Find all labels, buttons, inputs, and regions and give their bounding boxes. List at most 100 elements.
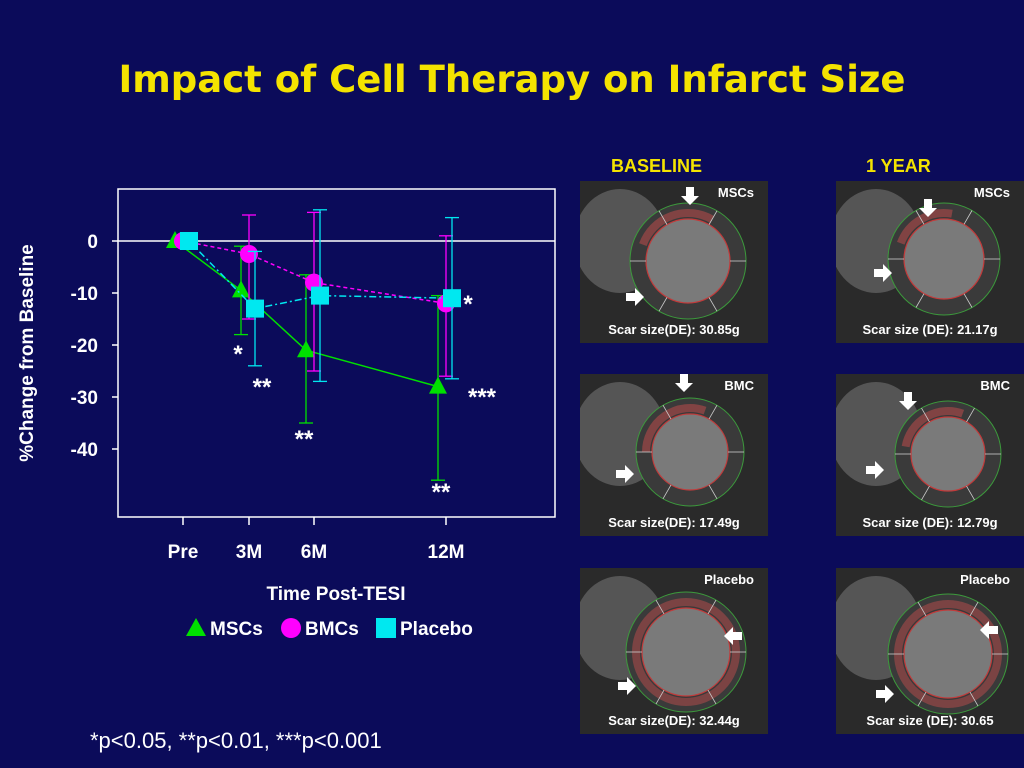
sector-line [969, 691, 979, 707]
arrow-down-icon [675, 374, 693, 392]
arrow-right-icon [616, 465, 634, 483]
mri-panel-msc-baseline: MSCs Scar size(DE): 30.85g [580, 181, 768, 343]
data-point-triangle [429, 376, 447, 394]
arrow-right-icon [874, 264, 892, 282]
series-line [188, 240, 453, 310]
y-tick-label: -10 [71, 284, 98, 305]
y-axis-label: %Change from Baseline [17, 244, 38, 462]
mri-panel-bmc-baseline: BMC Scar size(DE): 17.49g [580, 374, 768, 536]
mri-panel-bmc-1year: BMC Scar size (DE): 12.79g [836, 374, 1024, 536]
x-tick-label: 3M [236, 542, 262, 563]
legend-label: MSCs [210, 619, 263, 640]
data-point-square [443, 289, 461, 308]
significance-mark: ** [432, 479, 451, 506]
sector-line [655, 689, 665, 705]
data-point-square [311, 286, 329, 305]
slide-title: Impact of Cell Therapy on Infarct Size [118, 58, 906, 101]
x-tick-label: 12M [428, 542, 465, 563]
scar-size-label: Scar size(DE): 30.85g [608, 322, 740, 337]
scar-size-label: Scar size (DE): 21.17g [862, 322, 998, 337]
legend-marker-triangle [186, 618, 206, 636]
sector-line [915, 210, 925, 225]
sector-line [658, 297, 668, 312]
legend-label: Placebo [400, 619, 473, 640]
panel-tag: BMC [980, 378, 1010, 393]
significance-mark: *** [468, 384, 497, 411]
x-tick-label: 6M [301, 542, 327, 563]
arrow-left-icon [980, 621, 998, 639]
scar-size-label: Scar size(DE): 17.49g [608, 515, 740, 530]
sector-line [708, 297, 718, 312]
arrow-down-icon [919, 199, 937, 217]
sector-line [662, 405, 672, 420]
legend-marker-square [376, 618, 396, 638]
panel-tag: Placebo [960, 572, 1010, 587]
sector-line [662, 484, 672, 499]
panel-tag: BMC [724, 378, 754, 393]
legend-label: BMCs [305, 619, 359, 640]
arrow-down-icon [681, 187, 699, 205]
significance-mark: * [463, 291, 473, 318]
significance-mark: ** [295, 426, 314, 453]
sector-line [969, 601, 979, 617]
y-tick-label: -20 [71, 336, 98, 357]
arrow-right-icon [866, 461, 884, 479]
ventricle-cavity [651, 413, 729, 491]
scar-size-label: Scar size(DE): 32.44g [608, 713, 740, 728]
sector-line [708, 484, 718, 499]
sector-line [708, 405, 718, 420]
ventricle-cavity [903, 609, 993, 699]
baseline-column-label: BASELINE [611, 156, 703, 176]
scar-size-label: Scar size (DE): 12.79g [862, 515, 998, 530]
arrow-right-icon [626, 288, 644, 306]
sector-line [963, 293, 973, 308]
data-point-triangle [297, 340, 315, 358]
data-point-circle [240, 245, 258, 263]
series-line [182, 240, 447, 305]
sector-line [966, 407, 975, 423]
ventricle-cavity [903, 218, 985, 300]
sector-line [921, 407, 930, 423]
mri-panel-placebo-baseline: Placebo Scar size(DE): 32.44g [580, 568, 768, 734]
scar-region [639, 209, 714, 247]
series-placebo [180, 209, 461, 383]
infarct-size-chart: 0 -10 -20 -30 -40 Pre 3M 6M 12M Time Post-TESI %Ch… [17, 188, 556, 640]
arrow-down-icon [899, 392, 917, 410]
panel-tag: MSCs [717, 185, 754, 200]
data-point-square [246, 299, 264, 318]
legend-marker-circle [281, 618, 301, 638]
sector-line [966, 485, 975, 501]
ventricle-cavity [641, 607, 731, 697]
scar-size-label: Scar size (DE): 30.65 [866, 713, 994, 728]
series-line [174, 240, 439, 388]
ventricle-cavity [645, 218, 731, 304]
arrow-right-icon [618, 677, 636, 695]
y-tick-label: -40 [71, 440, 98, 461]
sector-line [707, 689, 717, 705]
sector-line [658, 210, 668, 225]
sector-line [708, 210, 718, 225]
mri-panel-placebo-1year: Placebo Scar size (DE): 30.65 [836, 568, 1024, 734]
sector-line [915, 293, 925, 308]
arrow-right-icon [876, 685, 894, 703]
panel-tag: MSCs [973, 185, 1010, 200]
significance-footnote: *p<0.05, **p<0.01, ***p<0.001 [90, 728, 382, 753]
ventricle-cavity [910, 416, 986, 492]
y-tick-label: -30 [71, 388, 98, 409]
sector-line [921, 485, 930, 501]
x-axis-label: Time Post-TESI [266, 584, 405, 605]
data-point-square [180, 232, 198, 250]
plot-frame [117, 188, 556, 518]
sector-line [707, 599, 717, 615]
arrow-left-icon [724, 627, 742, 645]
x-tick-label: Pre [168, 542, 199, 563]
sector-line [917, 691, 927, 707]
one-year-column-label: 1 YEAR [866, 156, 931, 176]
data-point-triangle [232, 280, 250, 298]
y-tick-label: 0 [87, 232, 98, 253]
sector-line [655, 599, 665, 615]
scar-region [642, 404, 707, 453]
significance-mark: ** [253, 374, 272, 401]
sector-line [963, 210, 973, 225]
sector-line [917, 601, 927, 617]
